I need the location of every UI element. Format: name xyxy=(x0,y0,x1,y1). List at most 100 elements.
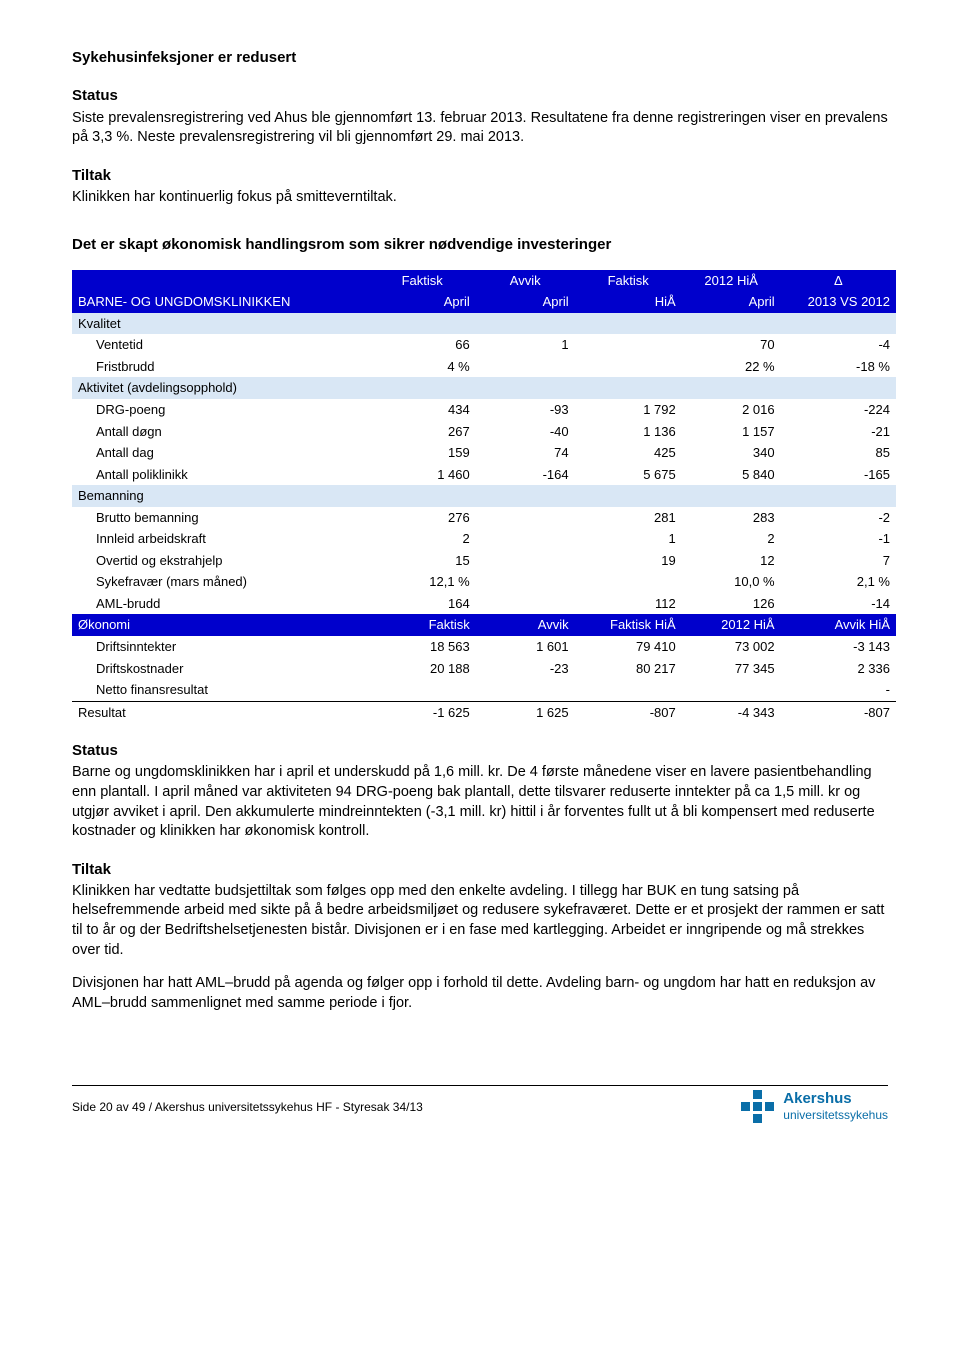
table-cell: -224 xyxy=(781,399,896,421)
footer-page-info: Side 20 av 49 / Akershus universitetssyk… xyxy=(72,1099,423,1115)
table-cell: -1 625 xyxy=(369,701,476,723)
table-row: Innleid arbeidskraft212-1 xyxy=(72,528,896,550)
table-cell: Avvik HiÅ xyxy=(781,614,896,636)
table-cell: 1 xyxy=(575,528,682,550)
logo-text-wrap: Akershus universitetssykehus xyxy=(783,1091,888,1123)
table-cell: AML-brudd xyxy=(72,593,369,615)
table-cell: BARNE- OG UNGDOMSKLINIKKEN xyxy=(72,291,369,313)
table-cell: 434 xyxy=(369,399,476,421)
table-cell: -40 xyxy=(476,421,575,443)
table-cell xyxy=(575,334,682,356)
table-cell: Antall poliklinikk xyxy=(72,464,369,486)
table-cell: -164 xyxy=(476,464,575,486)
table-cell: Ventetid xyxy=(72,334,369,356)
table-row: Antall dag1597442534085 xyxy=(72,442,896,464)
table-cell: 74 xyxy=(476,442,575,464)
table-cell: 2,1 % xyxy=(781,571,896,593)
table-cell: Driftskostnader xyxy=(72,658,369,680)
table-cell: 1 xyxy=(476,334,575,356)
table-cell: 22 % xyxy=(682,356,781,378)
status-heading-1: Status xyxy=(72,86,896,106)
table-cell: HiÅ xyxy=(575,291,682,313)
table-row: Sykefravær (mars måned)12,1 %10,0 %2,1 % xyxy=(72,571,896,593)
table-cell xyxy=(476,593,575,615)
table-cell: Faktisk xyxy=(369,614,476,636)
table-cell: 425 xyxy=(575,442,682,464)
table-cell: -18 % xyxy=(781,356,896,378)
logo-text-sub: universitetssykehus xyxy=(783,1107,888,1123)
table-cell: Faktisk xyxy=(369,270,476,292)
tiltak-block-1: Tiltak Klinikken har kontinuerlig fokus … xyxy=(72,166,896,208)
page-content: Sykehusinfeksjoner er redusert Status Si… xyxy=(0,0,960,1055)
table-cell: 79 410 xyxy=(575,636,682,658)
table-cell xyxy=(72,270,369,292)
table-cell: 19 xyxy=(575,550,682,572)
table-cell: Brutto bemanning xyxy=(72,507,369,529)
table-cell: Faktisk HiÅ xyxy=(575,614,682,636)
table-cell: -4 343 xyxy=(682,701,781,723)
page-footer: Side 20 av 49 / Akershus universitetssyk… xyxy=(72,1085,888,1124)
table-cell: 2 016 xyxy=(682,399,781,421)
table-cell: 4 % xyxy=(369,356,476,378)
table-cell: 85 xyxy=(781,442,896,464)
tiltak-text-1: Klinikken har kontinuerlig fokus på smit… xyxy=(72,188,896,208)
table-cell: 1 792 xyxy=(575,399,682,421)
status-heading-2: Status xyxy=(72,741,896,761)
table-row: Driftskostnader20 188-2380 21777 3452 33… xyxy=(72,658,896,680)
table-cell: 2013 VS 2012 xyxy=(781,291,896,313)
data-table: FaktiskAvvikFaktisk2012 HiÅ∆BARNE- OG UN… xyxy=(72,270,896,723)
table-cell: -2 xyxy=(781,507,896,529)
table-cell xyxy=(476,528,575,550)
table-cell: -4 xyxy=(781,334,896,356)
table-cell: 1 625 xyxy=(476,701,575,723)
tiltak-block-2: Tiltak Klinikken har vedtatte budsjettil… xyxy=(72,860,896,1014)
table-cell: Avvik xyxy=(476,614,575,636)
table-cell: Innleid arbeidskraft xyxy=(72,528,369,550)
table-cell: 1 460 xyxy=(369,464,476,486)
table-cell: 77 345 xyxy=(682,658,781,680)
table-row: Brutto bemanning276281283-2 xyxy=(72,507,896,529)
table-cell: Faktisk xyxy=(575,270,682,292)
table-cell: 80 217 xyxy=(575,658,682,680)
table-cell: 126 xyxy=(682,593,781,615)
table-row: Driftsinntekter18 5631 60179 41073 002-3… xyxy=(72,636,896,658)
tiltak-text-2a: Klinikken har vedtatte budsjettiltak som… xyxy=(72,882,896,960)
table-cell: -93 xyxy=(476,399,575,421)
table-cell: Sykefravær (mars måned) xyxy=(72,571,369,593)
table-group-row: Kvalitet xyxy=(72,313,896,335)
table-cell: -23 xyxy=(476,658,575,680)
table-cell: -14 xyxy=(781,593,896,615)
table-row: AML-brudd164112126-14 xyxy=(72,593,896,615)
table-cell: 267 xyxy=(369,421,476,443)
tiltak-heading-2: Tiltak xyxy=(72,860,896,880)
table-group-row: Aktivitet (avdelingsopphold) xyxy=(72,377,896,399)
table-cell: 340 xyxy=(682,442,781,464)
table-cell: 70 xyxy=(682,334,781,356)
table-cell: Økonomi xyxy=(72,614,369,636)
table-row: Resultat-1 6251 625-807-4 343-807 xyxy=(72,701,896,723)
tiltak-heading-1: Tiltak xyxy=(72,166,896,186)
table-cell: Bemanning xyxy=(72,485,896,507)
table-cell: Antall dag xyxy=(72,442,369,464)
table-cell: 5 840 xyxy=(682,464,781,486)
status-text-1: Siste prevalensregistrering ved Ahus ble… xyxy=(72,109,896,148)
tiltak-text-2b: Divisjonen har hatt AML–brudd på agenda … xyxy=(72,974,896,1013)
table-row: Fristbrudd4 %22 %-18 % xyxy=(72,356,896,378)
table-cell: 1 157 xyxy=(682,421,781,443)
table-cell: -807 xyxy=(781,701,896,723)
table-cell: 1 601 xyxy=(476,636,575,658)
footer-logo: Akershus universitetssykehus xyxy=(741,1090,888,1124)
table-cell: Antall døgn xyxy=(72,421,369,443)
table-cell: -1 xyxy=(781,528,896,550)
table-row: Antall poliklinikk1 460-1645 6755 840-16… xyxy=(72,464,896,486)
table-cell: 15 xyxy=(369,550,476,572)
table-row: DRG-poeng434-931 7922 016-224 xyxy=(72,399,896,421)
table-cell: April xyxy=(369,291,476,313)
table-cell: 5 675 xyxy=(575,464,682,486)
table-row: Netto finansresultat- xyxy=(72,679,896,701)
table-header-row: FaktiskAvvikFaktisk2012 HiÅ∆ xyxy=(72,270,896,292)
table-group-row: Bemanning xyxy=(72,485,896,507)
table-cell: 281 xyxy=(575,507,682,529)
table-row: Ventetid66170-4 xyxy=(72,334,896,356)
table-cell xyxy=(476,356,575,378)
